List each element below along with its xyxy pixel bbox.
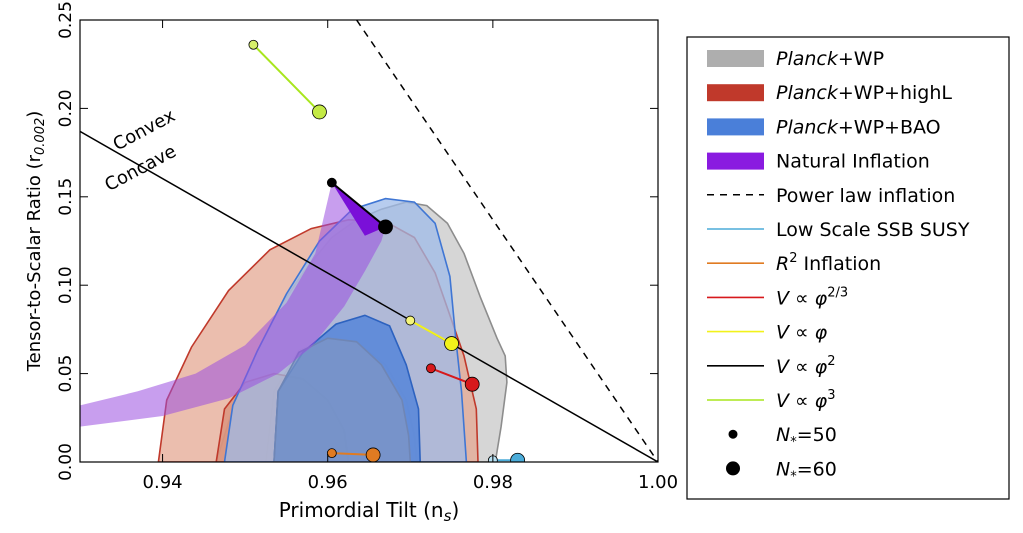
legend-swatch-n60 bbox=[726, 461, 740, 476]
y-tick-label: 0.25 bbox=[56, 1, 76, 39]
natural-inflation-tip bbox=[331, 182, 386, 236]
legend-label-planck_wp_bao: Planck+WP+BAO bbox=[776, 116, 941, 138]
point-phi2-n60 bbox=[378, 219, 393, 235]
y-tick-label: 0.20 bbox=[56, 89, 76, 127]
legend-label-phi3: V ∝ φ3 bbox=[776, 388, 835, 412]
legend-frame bbox=[686, 36, 1010, 500]
y-tick-label: 0.15 bbox=[56, 178, 76, 216]
legend-label-phi1: V ∝ φ bbox=[776, 322, 828, 344]
legend-label-r2: R2 Inflation bbox=[776, 251, 881, 275]
legend-label-n60: N*=60 bbox=[776, 458, 837, 484]
point-phi23-n50 bbox=[426, 363, 436, 374]
point-r2-n50 bbox=[326, 448, 337, 459]
y-tick-label: 0.10 bbox=[56, 266, 76, 304]
axis-ticks: 0.94 0.96 0.98 1.00 0.00 0.05 0.10 0.15 0.20 0.25 bbox=[56, 1, 678, 493]
legend-swatch-planck_wp bbox=[707, 50, 764, 67]
y-axis-label: Tensor-to-Scalar Ratio (r0.002) bbox=[24, 111, 48, 373]
x-tick-label: 0.96 bbox=[308, 472, 348, 493]
point-r2-n60 bbox=[365, 447, 381, 462]
x-tick-label: 1.00 bbox=[638, 472, 678, 493]
contour-planck-wp-68core bbox=[273, 337, 412, 462]
legend-label-planck_wp: Planck+WP bbox=[776, 48, 884, 70]
plot-area bbox=[80, 20, 658, 462]
segment-phi3 bbox=[252, 44, 321, 113]
legend-swatch-n50 bbox=[728, 429, 738, 439]
segment-phi1 bbox=[409, 319, 453, 345]
legend-label-phi2: V ∝ φ2 bbox=[776, 354, 835, 378]
y-tick-label: 0.05 bbox=[56, 355, 76, 393]
point-susy-n60 bbox=[510, 452, 526, 462]
plot-frame bbox=[79, 19, 659, 463]
point-phi23-n60 bbox=[464, 376, 480, 392]
point-phi3-n50 bbox=[248, 39, 259, 50]
legend-label-natural_inflation: Natural Inflation bbox=[776, 151, 930, 173]
point-phi1-n50 bbox=[405, 315, 416, 326]
legend-label-n50: N*=50 bbox=[776, 424, 837, 450]
legend-label-planck_wp_highl: Planck+WP+highL bbox=[776, 82, 952, 104]
legend-swatch-planck_wp_highl bbox=[707, 84, 764, 102]
legend-swatch-planck_wp_bao bbox=[707, 118, 764, 136]
legend-label-phi23: V ∝ φ2/3 bbox=[776, 285, 848, 309]
y-tick-label: 0.00 bbox=[56, 443, 76, 481]
power-law-line bbox=[355, 20, 658, 462]
legend-swatch-natural_inflation bbox=[707, 152, 764, 170]
point-phi1-n60 bbox=[444, 336, 459, 351]
segment-phi2 bbox=[331, 181, 387, 228]
x-tick-label: 0.94 bbox=[143, 472, 183, 493]
x-tick-label: 0.98 bbox=[473, 472, 513, 493]
legend-label-power_law: Power law inflation bbox=[776, 185, 955, 207]
convex-concave-divider-line bbox=[80, 130, 658, 462]
point-phi2-n50 bbox=[326, 177, 337, 188]
point-phi3-n60 bbox=[312, 104, 327, 120]
legend: Planck+WP Planck+WP+highL Planck+WP+BAO Nat… bbox=[686, 36, 1010, 500]
legend-label-susy: Low Scale SSB SUSY bbox=[776, 219, 970, 241]
x-axis-label: Primordial Tilt (ns) bbox=[279, 498, 460, 525]
annotation-concave: Concave bbox=[101, 141, 179, 196]
